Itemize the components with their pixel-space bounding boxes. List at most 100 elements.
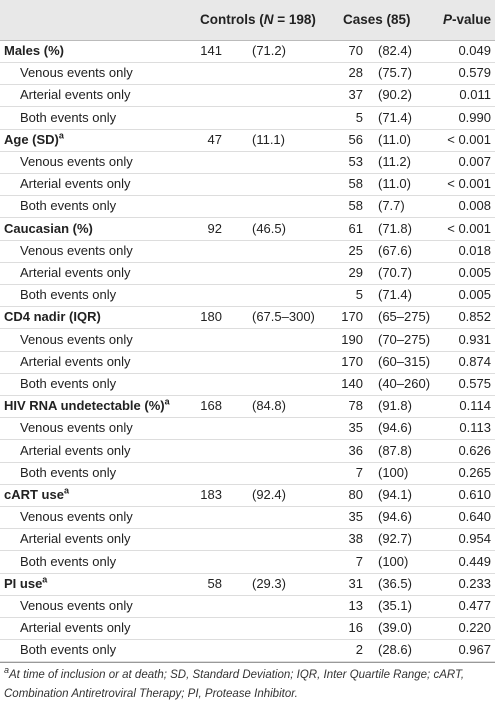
- cases-count: 5: [355, 287, 363, 303]
- cases-count: 7: [355, 464, 363, 480]
- controls-count: 180: [200, 309, 222, 325]
- p-value: < 0.001: [447, 220, 491, 236]
- table-row: HIV RNA undetectable (%)a 168 (84.8) 78 (91.…: [0, 395, 495, 419]
- p-value: 0.610: [458, 487, 491, 502]
- footnote-mark: a: [164, 396, 170, 407]
- cases-count: 35: [348, 420, 363, 436]
- table-row: Both events only 5 (71.4) 0.005: [0, 284, 495, 308]
- footnote-mark: a: [63, 485, 69, 496]
- row-label: Venous events only: [20, 151, 133, 173]
- table-row: Arterial events only 37 (90.2) 0.011: [0, 84, 495, 108]
- footnote-mark: a: [58, 130, 64, 141]
- row-label: Both events only: [20, 462, 116, 484]
- cases-percent: (82.4): [378, 43, 412, 58]
- pvalue-header: P-value: [443, 0, 491, 40]
- cases-count: 53: [348, 154, 363, 169]
- row-label: Venous events only: [20, 595, 133, 617]
- label-text: Venous events only: [20, 598, 133, 613]
- cases-count: 25: [348, 242, 363, 258]
- p-value: 0.265: [458, 464, 491, 480]
- cases-percent: (7.7): [378, 198, 405, 214]
- label-text: HIV RNA undetectable (%): [4, 398, 165, 414]
- controls-count: 168: [200, 398, 222, 414]
- cases-count: 16: [348, 620, 363, 636]
- label-text: Arterial events only: [20, 87, 131, 103]
- label-text: cART use: [4, 487, 64, 502]
- cases-count: 70: [348, 43, 363, 58]
- row-label: Both events only: [20, 551, 116, 573]
- label-text: Both events only: [20, 642, 117, 658]
- table-row: Arterial events only 170 (60–315) 0.874: [0, 351, 495, 374]
- label-text: Venous events only: [20, 154, 133, 169]
- controls-header: Controls (N = 198): [200, 0, 316, 40]
- controls-count: 183: [200, 487, 222, 502]
- cases-percent: (60–315): [378, 353, 431, 369]
- footnote-mark: a: [4, 665, 10, 676]
- row-label: Venous events only: [20, 329, 133, 351]
- footnote-mark: a: [42, 574, 48, 585]
- p-value: 0.011: [459, 87, 491, 103]
- cases-percent: (28.6): [378, 642, 412, 658]
- table-row: Arterial events only 58 (11.0) < 0.001: [0, 173, 495, 197]
- label-text: Arterial events only: [20, 353, 131, 369]
- cases-percent: (35.1): [378, 598, 412, 613]
- row-label: HIV RNA undetectable (%)a: [4, 395, 170, 417]
- cases-percent: (40–260): [378, 376, 431, 391]
- row-label: Arterial events only: [20, 262, 131, 284]
- label-text: Venous events only: [20, 420, 133, 436]
- label-text: Arterial events only: [20, 620, 131, 636]
- label-text: Arterial events only: [20, 265, 131, 280]
- cases-count: 35: [348, 509, 363, 525]
- table-row: cART usea 183 (92.4) 80 (94.1) 0.610: [0, 484, 495, 507]
- table-row: Males (%) 141 (71.2) 70 (82.4) 0.049: [0, 40, 495, 63]
- cases-percent: (70–275): [378, 331, 431, 347]
- cases-count: 190: [341, 331, 363, 347]
- row-label: Arterial events only: [20, 351, 131, 373]
- controls-count: 141: [200, 43, 222, 58]
- label-text: Caucasian (%): [4, 220, 93, 236]
- cases-percent: (11.2): [378, 154, 411, 169]
- row-label: Venous events only: [20, 506, 133, 528]
- controls-percent: (92.4): [252, 487, 286, 502]
- header-text: -value: [451, 12, 491, 27]
- cases-percent: (91.8): [378, 398, 412, 414]
- label-text: Arterial events only: [20, 176, 131, 192]
- label-text: Both events only: [20, 109, 117, 125]
- table-row: Venous events only 35 (94.6) 0.113: [0, 417, 495, 441]
- label-text: Both events only: [20, 464, 117, 480]
- cases-percent: (39.0): [378, 620, 412, 636]
- label-text: Venous events only: [20, 65, 133, 81]
- footnote-text: At time of inclusion or at death; SD, St…: [4, 669, 465, 700]
- p-value: 0.008: [458, 198, 491, 214]
- p-value: 0.449: [458, 553, 491, 569]
- row-label: Venous events only: [20, 240, 133, 262]
- cases-count: 61: [348, 220, 363, 236]
- table-row: Both events only 7 (100) 0.449: [0, 551, 495, 574]
- row-label: Arterial events only: [20, 617, 131, 639]
- cases-percent: (71.4): [378, 287, 412, 303]
- p-value: 0.626: [458, 442, 491, 458]
- cases-count: 37: [348, 87, 363, 103]
- table-row: Both events only 7 (100) 0.265: [0, 462, 495, 485]
- p-value: < 0.001: [447, 176, 491, 192]
- cases-percent: (94.1): [378, 487, 412, 502]
- cases-percent: (11.0): [378, 176, 411, 192]
- table-row: PI usea 58 (29.3) 31 (36.5) 0.233: [0, 573, 495, 596]
- cases-count: 38: [348, 531, 363, 547]
- cases-count: 80: [348, 487, 363, 502]
- row-label: Caucasian (%): [4, 218, 93, 240]
- cases-count: 2: [355, 642, 363, 658]
- cases-percent: (71.4): [378, 109, 412, 125]
- row-label: Arterial events only: [20, 84, 131, 106]
- cases-count: 13: [348, 598, 363, 613]
- cases-count: 31: [348, 575, 363, 591]
- cases-percent: (36.5): [378, 575, 412, 591]
- row-label: Both events only: [20, 373, 116, 395]
- row-label: Age (SD)a: [4, 129, 64, 151]
- cases-percent: (11.0): [378, 131, 411, 147]
- cases-percent: (90.2): [378, 87, 412, 103]
- row-label: Arterial events only: [20, 440, 131, 462]
- table-row: Both events only 5 (71.4) 0.990: [0, 107, 495, 130]
- p-value: < 0.001: [447, 131, 491, 147]
